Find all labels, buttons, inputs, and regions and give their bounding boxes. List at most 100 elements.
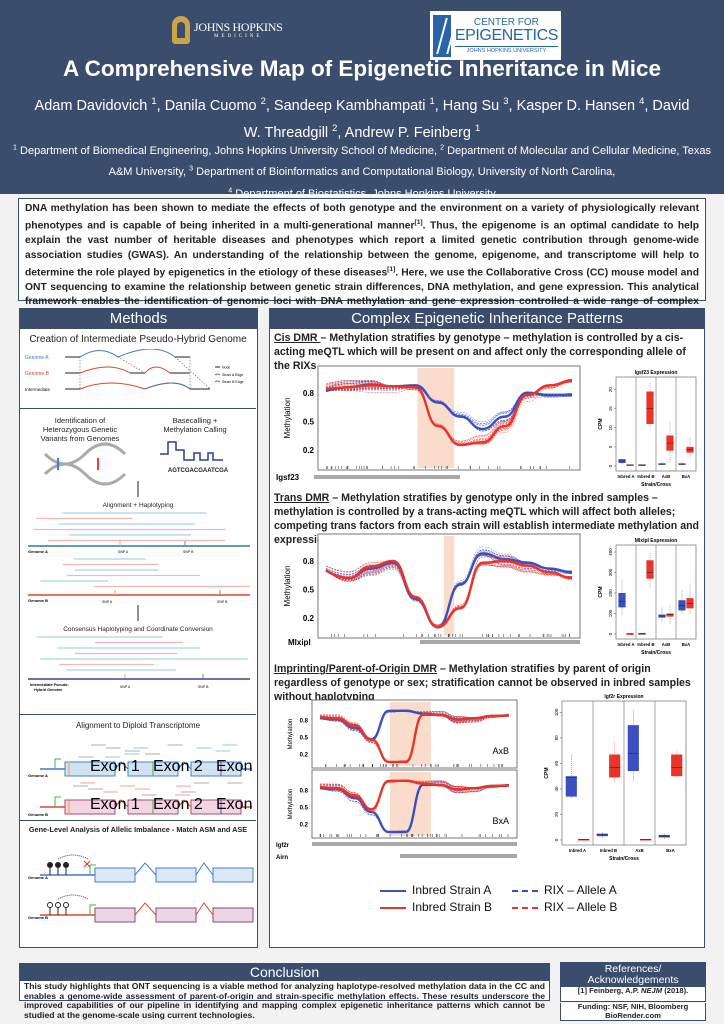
author-list: Adam Davidovich 1, Danila Cuomo 2, Sande… xyxy=(30,90,694,144)
y-tick-label: 200 xyxy=(608,589,613,597)
affiliations: 1 Department of Biomedical Engineering, … xyxy=(10,138,714,203)
signal-trace-icon xyxy=(160,441,223,461)
genome-a-label: Genome A xyxy=(28,549,48,554)
intro-text-2: . Thus, the epigenome is an optimal cand… xyxy=(25,220,699,279)
intron-line xyxy=(134,902,214,916)
y-tick-label: 0.5 xyxy=(300,805,309,811)
affiliation: 4 Department of Biostatistics, Johns Hop… xyxy=(228,186,496,200)
rix-allele-curve xyxy=(325,379,573,423)
dna-helix-icon xyxy=(43,442,127,486)
category-label: BxA xyxy=(666,848,675,853)
introduction: DNA methylation has been shown to mediat… xyxy=(18,198,706,322)
trans-dmr-text: – Methylation stratifies by genotype onl… xyxy=(274,492,700,546)
gene-track xyxy=(420,640,580,644)
y-tick-label: 400 xyxy=(608,548,613,556)
ref-journal: NEJM xyxy=(641,986,663,995)
genome-a-label: Genome A xyxy=(28,875,48,880)
box-plot-title: Igf2r Expression xyxy=(604,694,643,700)
x-axis-label: Strain/Cross xyxy=(609,856,639,862)
box xyxy=(638,464,646,466)
dome-shield-icon xyxy=(172,16,190,44)
pseudo-hybrid-section: Creation of Intermediate Pseudo-Hybrid G… xyxy=(20,329,256,409)
category-label: BxA xyxy=(682,474,691,479)
author: Adam Davidovich 1, xyxy=(34,95,165,114)
rix-allele-curve xyxy=(325,564,573,626)
allelic-imbalance-section: Gene-Level Analysis of Allelic Imbalance… xyxy=(20,821,256,947)
inbred-strain-curve xyxy=(325,379,573,447)
methylated-cpg-icon xyxy=(47,862,53,868)
legend-dash-a xyxy=(512,889,538,892)
center-for-epigenetics-logo: CENTER FOR EPIGENETICS JOHNS HOPKINS UNI… xyxy=(430,11,561,60)
methods-panel: Methods Creation of Intermediate Pseudo-… xyxy=(19,308,258,948)
legend-inbred-a: Inbred Strain A xyxy=(412,883,492,897)
section-title: Heterozygous Genetic xyxy=(43,425,117,434)
category-label: Inbred B xyxy=(637,642,654,647)
box xyxy=(618,593,626,608)
y-tick-label: 0 xyxy=(608,464,613,467)
y-tick-label: 80 xyxy=(554,735,559,741)
y-tick-label: 0.8 xyxy=(300,788,309,794)
poster-header: JOHNS HOPKINS MEDICINE CENTER FOR EPIGENE… xyxy=(0,0,724,200)
y-tick-label: 0.5 xyxy=(303,585,315,594)
transcriptome-diagram: Genome A Genome B Exon 1 Exon 2 Exon 3 Exon 1… xyxy=(28,744,256,817)
intermediate-label: Intermediate xyxy=(25,387,51,392)
category-label: Inbred B xyxy=(637,474,654,479)
rix-allele-curve xyxy=(325,378,573,445)
y-tick-label: 0.5 xyxy=(300,735,309,741)
legend-strain-a-edge: Strain A Edge xyxy=(222,373,243,377)
tss-arrow-icon xyxy=(54,796,61,807)
genome-a-label: Genome A xyxy=(28,773,48,778)
gene-track xyxy=(400,854,517,858)
tss-arrow-icon xyxy=(89,864,96,875)
logo-line-3: JOHNS HOPKINS UNIVERSITY xyxy=(454,45,558,54)
exon-1-label: Exon 1 xyxy=(90,758,140,775)
legend-node: Node xyxy=(222,366,230,370)
variant-haplotyping-section: Identification of Heterozygous Genetic V… xyxy=(20,409,256,715)
trans-dmr-description: Trans DMR – Methylation stratifies by ge… xyxy=(274,491,702,547)
references-body: [1] Feinberg, A.P. NEJM (2018). xyxy=(561,986,705,996)
legend-rix-a: RIX – Allele A xyxy=(544,883,617,897)
pseudo-hybrid-diagram: Genome A Genome B Intermediate Node Stra… xyxy=(25,349,244,392)
section-title: Variants from Genomes xyxy=(41,434,120,443)
methods-heading: Methods xyxy=(20,309,257,329)
y-tick-label: 0.2 xyxy=(300,822,309,828)
category-label: AxB xyxy=(635,848,644,853)
section-title: Methylation Calling xyxy=(163,425,226,434)
references-panel: References/ Acknowledgements [1] Feinber… xyxy=(560,962,706,1002)
section-title: Basecalling + xyxy=(173,416,218,425)
poster-title: A Comprehensive Map of Epigenetic Inheri… xyxy=(62,56,662,81)
logo-line-1: CENTER FOR xyxy=(473,16,539,28)
gene-label: Airn xyxy=(276,855,288,861)
category-label: Inbred A xyxy=(617,474,634,479)
intro-text-1: DNA methylation has been shown to mediat… xyxy=(25,203,699,232)
genome-b-label: Genome B xyxy=(28,915,48,920)
y-tick-label: 20 xyxy=(608,387,613,393)
section-title: Alignment + Haplotyping xyxy=(103,502,174,509)
intron-line xyxy=(114,761,192,770)
gene-track xyxy=(314,475,460,479)
cross-label: AxB xyxy=(492,746,509,756)
inbred-strain-curve xyxy=(319,779,510,811)
y-tick-label: 0 xyxy=(554,838,559,841)
logo-line-2: EPIGENETICS xyxy=(454,26,559,44)
citation: [1] xyxy=(414,219,423,227)
section-title: Creation of Intermediate Pseudo-Hybrid G… xyxy=(29,334,247,345)
snp-b-label: SNP B xyxy=(183,550,194,554)
intron-line xyxy=(134,862,214,876)
y-tick-label: 0.8 xyxy=(303,389,315,398)
exon-box xyxy=(212,907,254,923)
exon-1-label: Exon 1 xyxy=(90,796,140,813)
conclusion-heading: Conclusion xyxy=(20,964,549,981)
author: Hang Su 3, xyxy=(442,95,517,114)
acknowledgements: Funding: NSF, NIH, Bloomberg BioRender.c… xyxy=(560,1002,706,1021)
exon-box xyxy=(94,867,136,883)
legend-dash-b xyxy=(512,906,538,909)
unmethylated-cpg-icon xyxy=(47,902,53,908)
regulation-arrow-icon xyxy=(57,854,89,860)
cis-dmr-label: Cis DMR xyxy=(274,332,321,344)
dmr-highlight xyxy=(417,368,455,468)
gene-label: Igsf23 xyxy=(276,473,300,482)
citation: [1] xyxy=(387,266,396,274)
y-tick-label: 10 xyxy=(608,425,613,431)
y-axis-label: Methylation xyxy=(283,566,292,607)
